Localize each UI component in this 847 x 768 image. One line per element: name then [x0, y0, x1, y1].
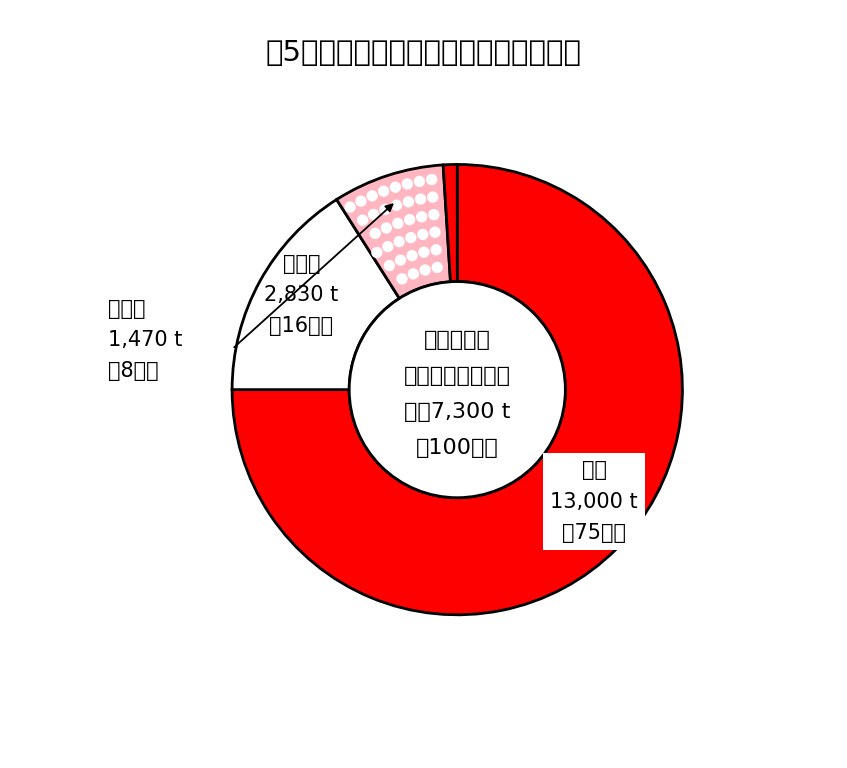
Circle shape: [408, 269, 418, 279]
Wedge shape: [232, 200, 400, 389]
Circle shape: [431, 245, 441, 255]
Circle shape: [372, 247, 382, 257]
Circle shape: [385, 260, 395, 270]
Circle shape: [419, 247, 429, 257]
Circle shape: [391, 200, 401, 210]
Circle shape: [346, 202, 355, 212]
Circle shape: [368, 191, 377, 200]
Circle shape: [349, 282, 565, 498]
Text: 北海道
1,470 t
（8％）: 北海道 1,470 t （8％）: [108, 299, 183, 381]
Circle shape: [383, 242, 393, 252]
Circle shape: [427, 174, 436, 184]
Circle shape: [414, 177, 424, 187]
Circle shape: [379, 187, 389, 196]
Circle shape: [368, 210, 379, 220]
Wedge shape: [336, 165, 451, 299]
Text: １万7,300 t: １万7,300 t: [404, 402, 511, 422]
Circle shape: [432, 263, 442, 273]
Text: 山形
13,000 t
（75％）: 山形 13,000 t （75％）: [551, 461, 638, 543]
Circle shape: [420, 265, 430, 275]
Circle shape: [357, 215, 368, 225]
Circle shape: [418, 230, 428, 240]
Circle shape: [356, 196, 366, 206]
Text: 令和５年産: 令和５年産: [424, 330, 490, 350]
Circle shape: [429, 210, 439, 220]
Text: おうとうの収穮量: おうとうの収穮量: [404, 366, 511, 386]
Wedge shape: [443, 164, 457, 282]
Circle shape: [380, 204, 390, 214]
Circle shape: [430, 227, 440, 237]
Text: （100％）: （100％）: [416, 439, 499, 458]
Circle shape: [403, 197, 413, 207]
Circle shape: [405, 215, 414, 224]
Circle shape: [397, 274, 407, 283]
Title: 図5　おうとうの都道府県別収穮量割合: 図5 おうとうの都道府県別収穮量割合: [265, 38, 582, 67]
Circle shape: [396, 255, 406, 265]
Circle shape: [407, 250, 417, 260]
Circle shape: [370, 228, 380, 238]
Circle shape: [394, 237, 404, 247]
Circle shape: [428, 192, 438, 202]
Circle shape: [402, 179, 412, 189]
Circle shape: [381, 223, 391, 233]
Circle shape: [417, 212, 427, 222]
Circle shape: [406, 233, 416, 243]
Circle shape: [390, 182, 401, 192]
Circle shape: [416, 194, 425, 204]
Text: その他
2,830 t
（16％）: その他 2,830 t （16％）: [264, 253, 339, 336]
Circle shape: [393, 218, 403, 228]
Wedge shape: [232, 164, 683, 615]
